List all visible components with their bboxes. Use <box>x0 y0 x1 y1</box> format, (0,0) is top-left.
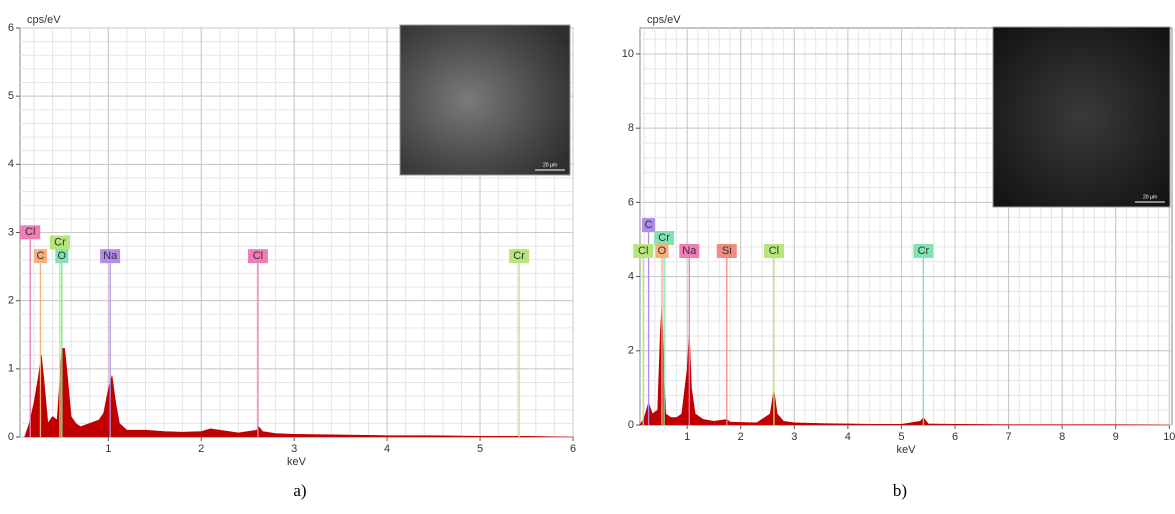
x-tick-label: 10 <box>1163 431 1175 443</box>
x-tick-label: 4 <box>384 443 390 455</box>
peak-label: Cl <box>769 245 779 257</box>
peak-label: Cr <box>658 232 670 244</box>
peak-label-box <box>654 231 675 246</box>
y-tick-label: 6 <box>8 22 14 34</box>
peak-label-box <box>20 225 41 240</box>
y-tick-label: 0 <box>628 419 634 431</box>
y-tick-label: 3 <box>8 226 14 238</box>
peak-label-box <box>247 249 268 264</box>
x-tick-label: 5 <box>477 443 483 455</box>
y-axis-label: cps/eV <box>647 14 681 26</box>
scale-label: 20 µm <box>1143 194 1157 200</box>
x-axis-label: keV <box>897 444 917 456</box>
sem-image <box>992 26 1171 208</box>
peak-label-box <box>913 244 934 259</box>
x-tick-label: 1 <box>105 443 111 455</box>
y-axis-label: cps/eV <box>27 14 61 26</box>
spectrum <box>639 302 1170 426</box>
peak-label-box <box>49 235 70 250</box>
y-tick-label: 2 <box>628 345 634 357</box>
peak-label: C <box>645 219 653 231</box>
x-tick-label: 7 <box>1006 431 1012 443</box>
peak-label-box <box>509 249 530 264</box>
peak-label-box <box>100 249 121 264</box>
peak-label: O <box>658 245 667 257</box>
y-tick-label: 2 <box>8 295 14 307</box>
x-tick-label: 8 <box>1059 431 1065 443</box>
y-tick-label: 0 <box>8 431 14 443</box>
y-tick-label: 1 <box>8 363 14 375</box>
peak-label: O <box>58 250 67 262</box>
scale-label: 20 µm <box>543 162 557 168</box>
peak-label-box <box>655 244 669 259</box>
peak-label: Si <box>722 245 732 257</box>
peak-label: Cr <box>918 245 930 257</box>
peak-label-box <box>633 244 654 259</box>
peak-label-box <box>679 244 700 259</box>
x-tick-label: 9 <box>1113 431 1119 443</box>
peak-label: Cl <box>638 245 648 257</box>
y-tick-label: 4 <box>628 270 634 282</box>
x-tick-label: 2 <box>738 431 744 443</box>
x-tick-label: 2 <box>198 443 204 455</box>
peak-label-box <box>763 244 784 259</box>
x-tick-label: 3 <box>791 431 797 443</box>
x-tick-label: 3 <box>291 443 297 455</box>
peak-label: Na <box>682 245 697 257</box>
x-tick-label: 1 <box>684 431 690 443</box>
peak-label: Cr <box>54 236 66 248</box>
peak-label: Na <box>103 250 118 262</box>
peak-label-box <box>33 249 47 264</box>
y-tick-label: 8 <box>628 122 634 134</box>
peak-label-box <box>642 218 656 233</box>
peak-label-box <box>55 249 69 264</box>
spectrum <box>24 348 574 438</box>
peak-label: Cl <box>25 226 35 238</box>
peak-label-box <box>716 244 737 259</box>
y-tick-label: 6 <box>628 196 634 208</box>
peak-label: Cl <box>253 250 263 262</box>
x-tick-label: 4 <box>845 431 851 443</box>
sem-image <box>399 24 571 176</box>
caption: a) <box>293 481 306 500</box>
x-tick-label: 6 <box>570 443 576 455</box>
y-tick-label: 5 <box>8 90 14 102</box>
y-tick-label: 4 <box>8 158 14 170</box>
peak-label: C <box>36 250 44 262</box>
x-axis-label: keV <box>287 456 307 468</box>
peak-label: Cr <box>513 250 525 262</box>
x-tick-label: 6 <box>952 431 958 443</box>
caption: b) <box>893 481 907 500</box>
x-tick-label: 5 <box>898 431 904 443</box>
y-tick-label: 10 <box>622 48 634 60</box>
